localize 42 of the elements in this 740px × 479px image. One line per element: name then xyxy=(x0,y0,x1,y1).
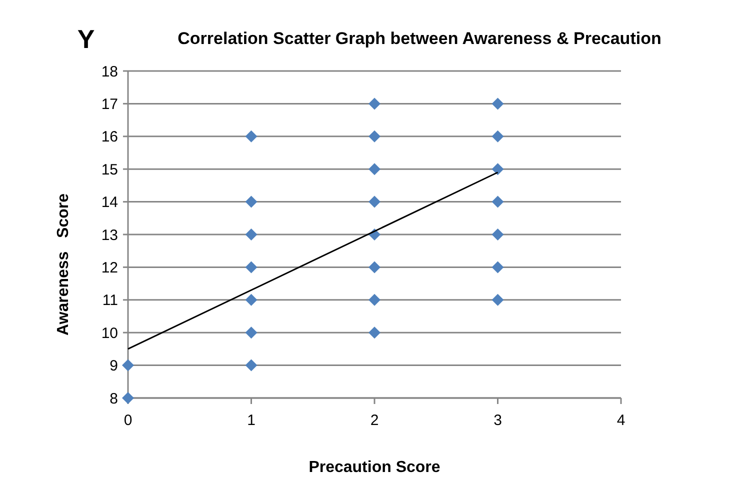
y-tick-label: 17 xyxy=(101,96,118,113)
point xyxy=(368,326,380,339)
chart-title: Correlation Scatter Graph between Awareness & Precaution xyxy=(178,29,662,48)
point xyxy=(368,98,380,110)
point xyxy=(492,98,504,110)
y-tick-label: 18 xyxy=(101,63,118,80)
point xyxy=(492,228,504,240)
point xyxy=(492,294,504,306)
point xyxy=(245,294,258,306)
x-axis-title: Precaution Score xyxy=(308,459,440,476)
x-tick-label: 1 xyxy=(247,412,256,429)
y-tick-label: 9 xyxy=(110,358,118,375)
y-tick-label: 16 xyxy=(101,128,118,146)
point xyxy=(245,196,258,208)
point xyxy=(245,228,258,240)
point xyxy=(492,261,504,274)
point xyxy=(368,196,380,208)
point xyxy=(245,261,258,274)
point xyxy=(492,130,504,142)
x-tick-label: 4 xyxy=(616,412,626,429)
y-tick-label: 13 xyxy=(101,226,118,244)
point xyxy=(492,196,504,208)
x-tick-label: 2 xyxy=(370,412,379,429)
x-tick-label: 0 xyxy=(124,412,132,429)
y-tick-label: 14 xyxy=(101,194,118,212)
x-tick-label: 3 xyxy=(494,412,502,429)
y-tick-label: 11 xyxy=(102,292,118,310)
text: Y xyxy=(77,24,95,54)
point xyxy=(368,261,380,274)
point xyxy=(368,130,380,142)
point xyxy=(245,130,258,142)
y-tick-label: 8 xyxy=(110,390,118,408)
point xyxy=(368,294,380,306)
point xyxy=(122,359,134,372)
point xyxy=(245,326,258,339)
y-tick-label: 15 xyxy=(101,161,118,178)
point xyxy=(492,163,504,176)
point xyxy=(245,359,258,372)
y-axis-title: Awareness Score xyxy=(55,193,72,336)
y-tick-label: 10 xyxy=(101,324,118,342)
y-tick-label: 12 xyxy=(101,259,118,276)
point xyxy=(368,163,380,176)
